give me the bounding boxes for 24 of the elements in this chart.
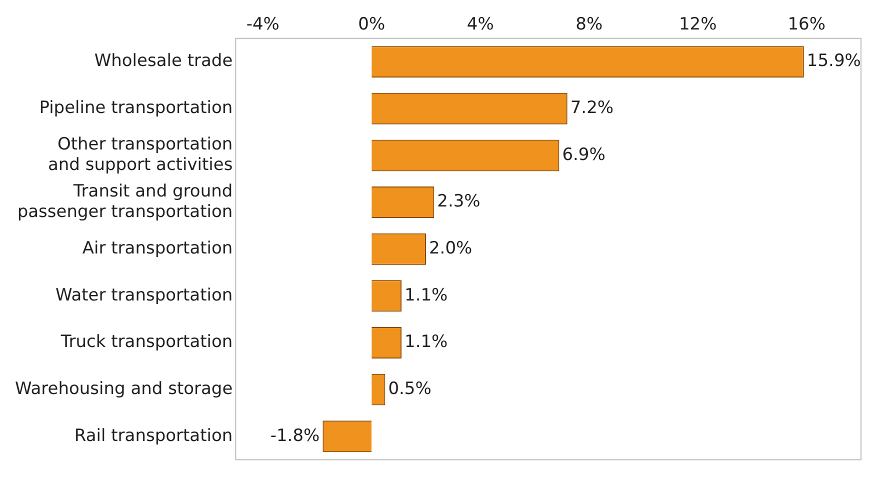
x-tick-label: 4% xyxy=(466,14,494,35)
y-tick-label: Other transportation and support activities xyxy=(48,134,233,176)
data-label: 1.1% xyxy=(404,332,448,352)
x-tick-label: 8% xyxy=(576,14,603,35)
y-tick-label: Air transportation xyxy=(82,238,233,259)
data-label: -1.8% xyxy=(270,426,320,446)
y-tick-label: Truck transportation xyxy=(60,332,233,352)
data-label: 6.9% xyxy=(562,144,606,165)
x-tick-label: 16% xyxy=(788,14,826,35)
data-label: 15.9% xyxy=(806,51,861,72)
data-label: 0.5% xyxy=(388,378,432,399)
data-label: 2.0% xyxy=(428,238,472,259)
x-tick-label: 12% xyxy=(678,14,717,35)
y-tick-label: Transit and ground passenger transportation xyxy=(17,182,233,222)
x-tick-label: 0% xyxy=(358,14,386,35)
data-label: 1.1% xyxy=(404,285,448,306)
y-tick-label: Wholesale trade xyxy=(94,51,233,72)
x-tick-label: -4% xyxy=(246,14,280,35)
data-label: 7.2% xyxy=(570,98,614,118)
data-label: 2.3% xyxy=(437,192,480,212)
y-tick-label: Water transportation xyxy=(55,285,233,306)
y-tick-label: Warehousing and storage xyxy=(14,378,233,399)
y-tick-label: Rail transportation xyxy=(74,426,233,446)
y-tick-label: Pipeline transportation xyxy=(39,98,233,118)
